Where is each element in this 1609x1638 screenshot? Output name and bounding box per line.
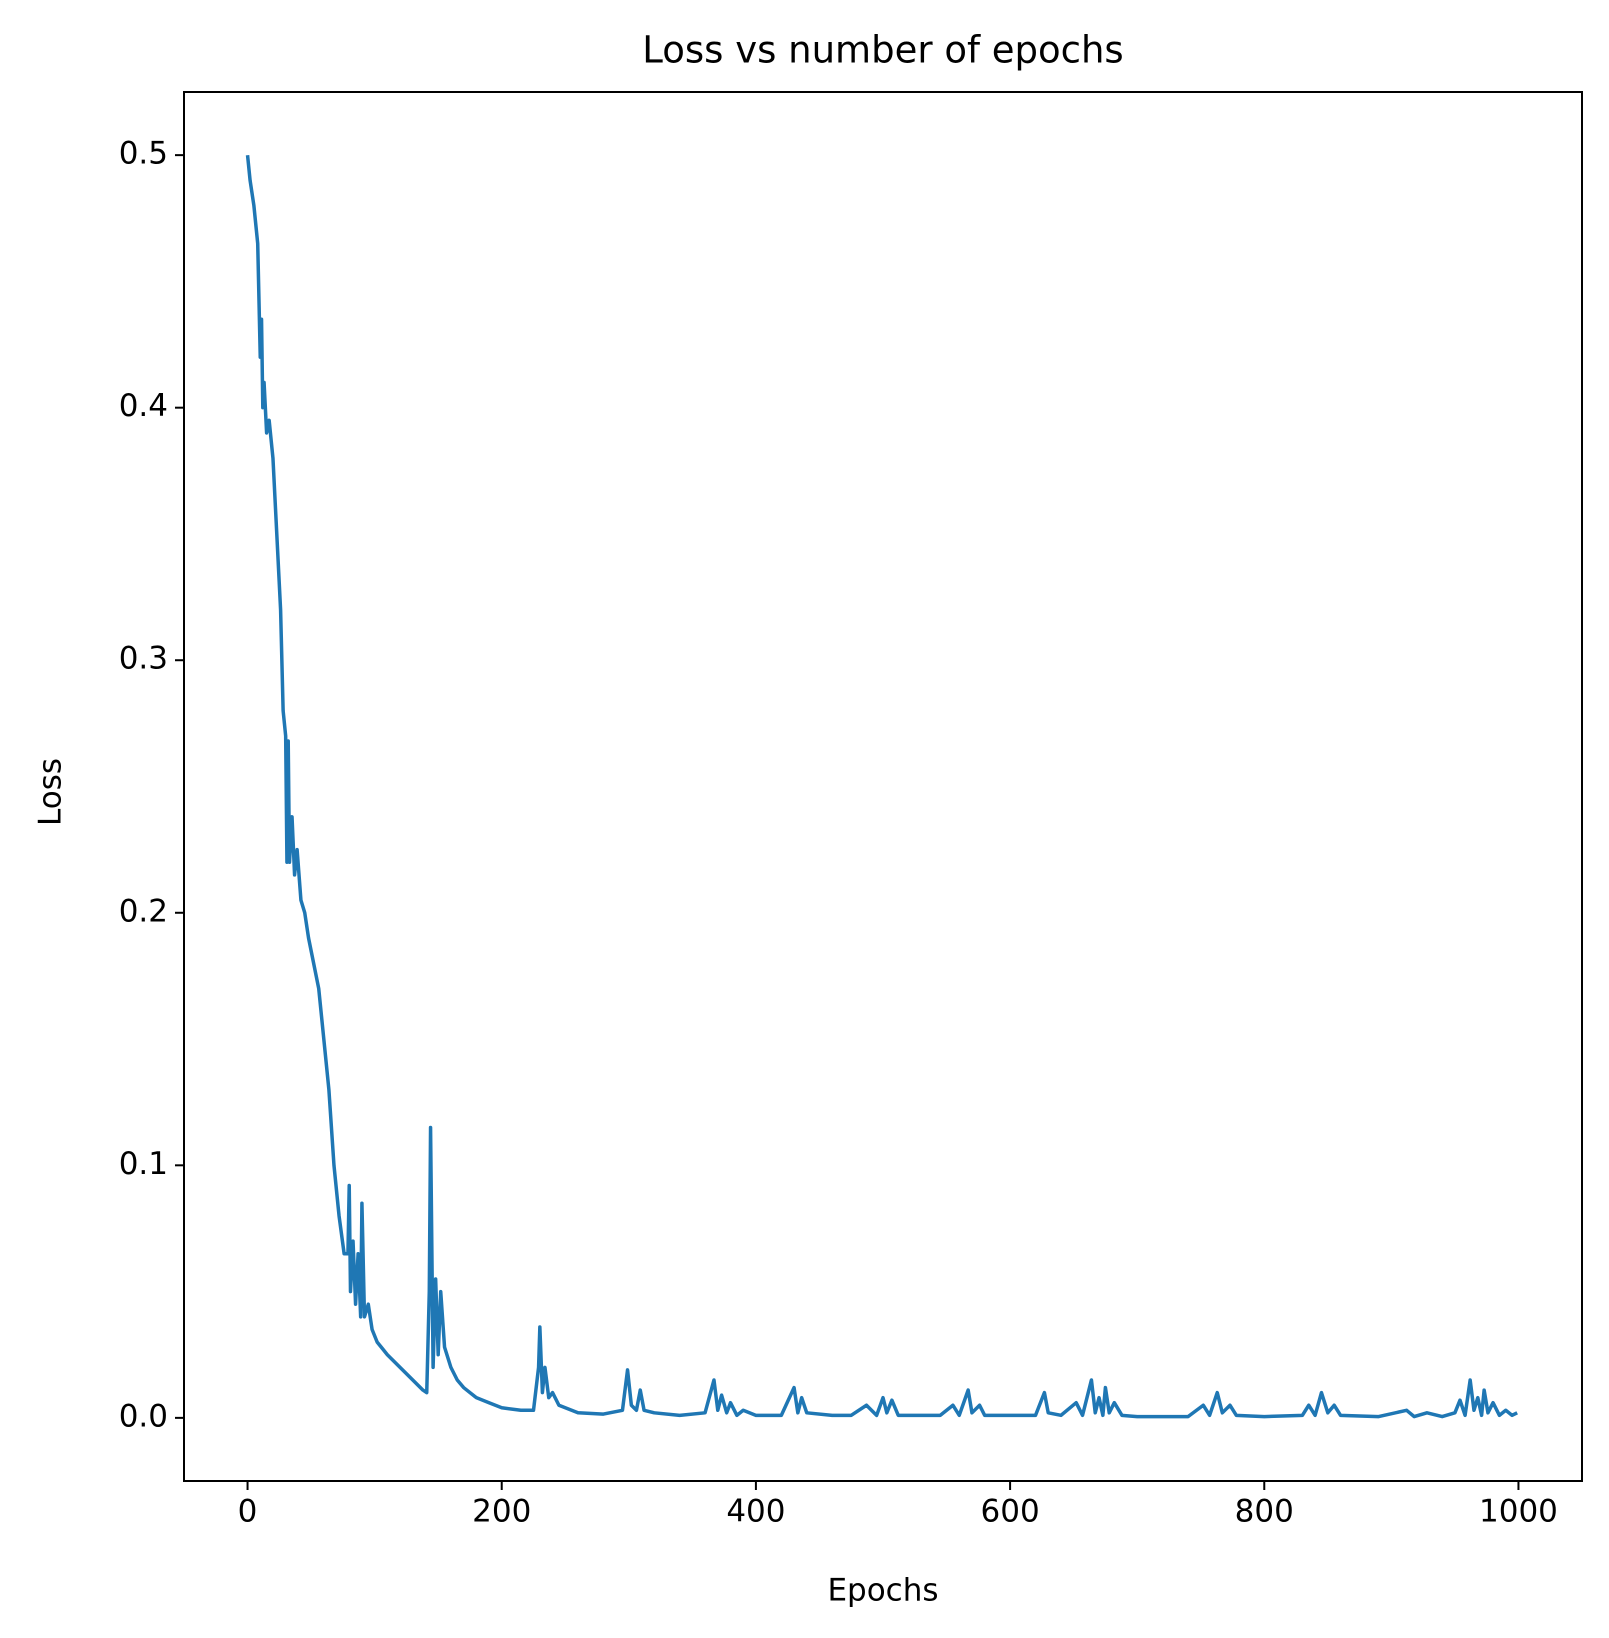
x-tick-label: 0 bbox=[238, 1494, 258, 1530]
y-tick-label: 0.1 bbox=[119, 1146, 168, 1182]
chart-title: Loss vs number of epochs bbox=[642, 29, 1123, 72]
y-axis-label: Loss bbox=[33, 758, 69, 826]
x-tick-label: 800 bbox=[1235, 1494, 1294, 1530]
y-tick-label: 0.0 bbox=[119, 1398, 168, 1434]
y-tick-label: 0.4 bbox=[119, 388, 168, 424]
y-tick-label: 0.2 bbox=[119, 893, 168, 929]
y-tick-label: 0.5 bbox=[119, 136, 168, 172]
loss-line bbox=[245, 154, 1518, 1419]
x-axis-label: Epochs bbox=[827, 1573, 938, 1609]
x-tick-label: 600 bbox=[981, 1494, 1040, 1530]
plot-frame bbox=[183, 91, 1583, 1482]
x-tick-label: 200 bbox=[472, 1494, 531, 1530]
y-tick-label: 0.3 bbox=[119, 641, 168, 677]
x-tick-label: 1000 bbox=[1479, 1494, 1558, 1530]
x-tick-label: 400 bbox=[726, 1494, 785, 1530]
